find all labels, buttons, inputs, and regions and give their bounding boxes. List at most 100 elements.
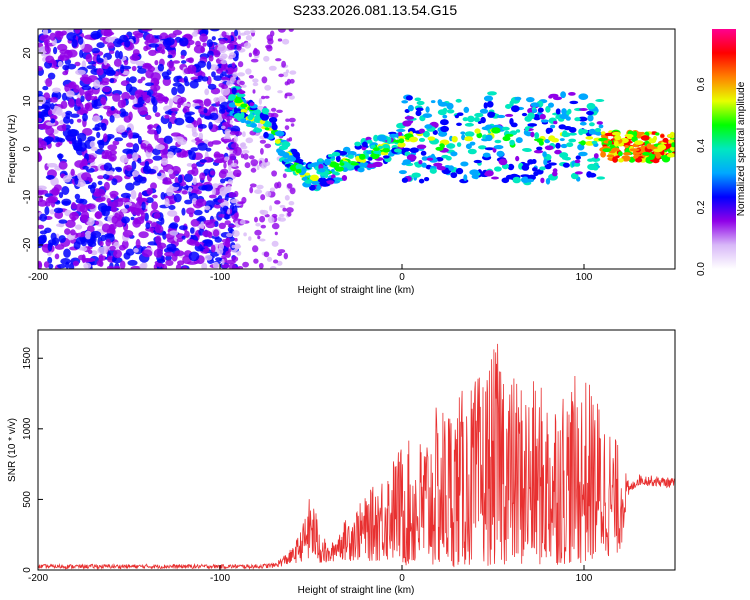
spectrogram-cell — [88, 241, 97, 248]
spectrogram-cell — [568, 132, 577, 136]
spectrogram-cell — [587, 158, 594, 162]
spectrogram-cell — [548, 102, 554, 108]
spectrogram-cell — [501, 177, 510, 184]
spectrogram-cell — [437, 109, 447, 116]
spectrogram-cell — [197, 142, 208, 151]
figure-title: S233.2026.081.13.54.G15 — [292, 2, 458, 18]
spectrogram-cell — [328, 154, 333, 158]
spectrogram-cell — [221, 138, 232, 143]
spectrogram-cell — [398, 135, 406, 140]
spectrogram-cell — [562, 130, 568, 138]
spectrogram-cell — [426, 157, 434, 161]
spectrogram-cell — [109, 245, 116, 251]
spectrogram-cell — [121, 216, 130, 224]
spectrogram-cell — [430, 153, 435, 159]
spectrogram-cell — [121, 240, 129, 249]
spectrogram-cell — [545, 178, 551, 185]
spectrogram-cell — [141, 249, 153, 258]
spectrogram-cell — [75, 97, 82, 107]
spectrogram-cell — [221, 31, 227, 38]
spectrogram-cell — [167, 54, 173, 59]
spectrogram-cell — [359, 153, 366, 160]
spectrogram-cell — [220, 168, 229, 174]
spectrogram-cell — [496, 150, 505, 157]
spectrogram-cell — [432, 130, 438, 135]
spectrogram-cell — [122, 70, 130, 75]
spectrogram-cell — [144, 114, 152, 120]
spectrogram-cell — [140, 143, 147, 150]
spectrogram-cell — [53, 46, 58, 55]
spectrogram-cell — [51, 87, 61, 93]
spectrogram-cell — [640, 135, 650, 141]
spectrogram-cell — [141, 201, 146, 211]
spectrogram-cell — [81, 158, 88, 166]
spectrogram-cell — [277, 29, 286, 33]
spectrogram-cell — [307, 163, 312, 169]
snr-frame — [37, 329, 676, 571]
spectrogram-cell — [150, 95, 156, 104]
spectrogram-cell — [655, 151, 661, 159]
spectrogram-cell — [484, 147, 495, 151]
spectrogram-cell — [421, 156, 429, 161]
spectrogram-cell — [270, 117, 276, 122]
spectrogram-cell — [70, 168, 75, 176]
spectrogram-cell — [175, 264, 182, 269]
spectrogram-cell — [482, 152, 491, 158]
spectrogram-cell — [203, 108, 208, 114]
spectrogram-cell — [266, 34, 274, 42]
spectrogram-cell — [150, 182, 157, 190]
spectrogram-cell — [177, 97, 185, 106]
y-tick-label: 1500 — [22, 347, 33, 370]
spectrogram-cell — [87, 249, 93, 254]
spectrogram-cell — [608, 140, 613, 144]
spectrogram-cell — [653, 135, 657, 141]
spectrogram-cell — [192, 99, 203, 104]
spectrogram-cell — [57, 61, 63, 68]
spectrogram-cell — [210, 244, 216, 253]
spectrogram-cell — [479, 108, 489, 114]
spectrogram-cell — [290, 123, 295, 127]
spectrogram-cell — [304, 172, 310, 176]
spectrogram-cell — [281, 60, 286, 68]
spectrogram-cell — [586, 110, 594, 116]
spectrogram-cell — [521, 164, 530, 171]
spectrogram-cell — [125, 248, 135, 256]
spectrogram-cell — [57, 43, 68, 52]
spectrogram-cell — [505, 174, 515, 180]
spectrogram-cell — [204, 254, 213, 261]
spectrogram-cell — [284, 125, 290, 130]
spectrogram-cell — [334, 166, 344, 172]
y-tick-label: 20 — [22, 47, 33, 59]
spectrogram-cell — [227, 224, 236, 228]
spectrogram-cell — [231, 142, 239, 149]
spectrogram-cell — [86, 65, 96, 70]
spectrogram-cell — [274, 200, 281, 205]
spectrogram-cell — [507, 163, 515, 171]
spectrogram-cell — [366, 139, 373, 144]
spectrogram-cell — [38, 66, 43, 71]
spectrogram-cell — [593, 153, 599, 159]
spectrogram-cell — [188, 251, 200, 262]
spectrogram-cell — [242, 131, 246, 138]
spectrogram-cell — [61, 123, 67, 132]
spectrogram-cell — [411, 172, 421, 178]
spectrogram-cell — [92, 115, 101, 123]
spectrogram-cell — [153, 86, 158, 96]
spectrogram-cell — [193, 29, 198, 35]
spectrogram-cell — [167, 210, 178, 217]
spectrogram-cell — [176, 237, 183, 243]
spectrogram-cell — [243, 232, 247, 237]
spectrogram-cell — [38, 111, 48, 117]
spectrogram-cell — [94, 211, 103, 220]
spectrogram-cell — [71, 202, 77, 210]
spectrogram-cell — [464, 131, 475, 138]
spectrogram-cell — [197, 75, 204, 80]
spectrogram-cell — [338, 151, 348, 156]
spectrogram-cell — [121, 111, 129, 117]
spectrogram-cell — [575, 155, 581, 160]
spectrogram-cell — [139, 263, 147, 269]
colorbar-tick-label: 0.4 — [696, 139, 707, 153]
spectrogram-cell — [124, 39, 131, 48]
spectrogram-cell — [152, 104, 158, 113]
